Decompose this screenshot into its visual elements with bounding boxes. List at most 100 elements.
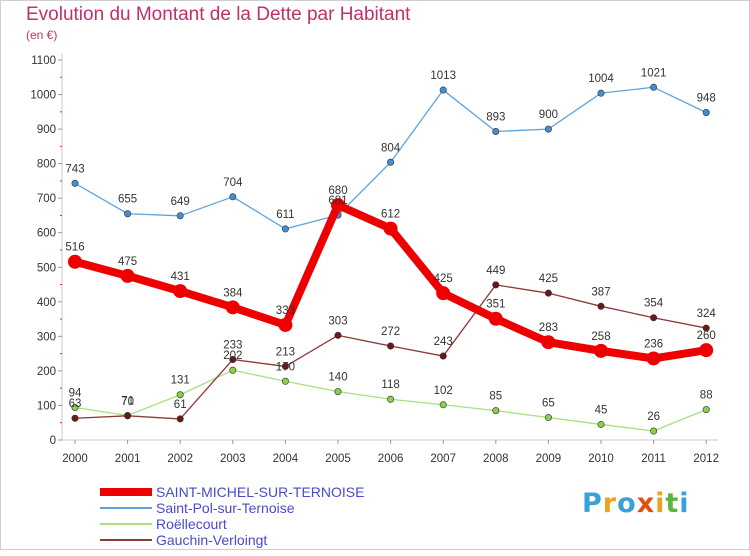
data-point [439,401,447,409]
data-label: 425 [434,273,453,285]
logo-letter: P [582,488,603,519]
x-tick-label: 2010 [588,453,614,465]
x-tick-label: 2004 [273,453,299,465]
data-label: 213 [276,346,295,358]
x-tick-label: 2011 [641,453,666,465]
data-label: 140 [328,372,347,384]
logo-letter: x [636,488,656,519]
proxiti-logo: Proxiti [582,488,690,519]
data-point [383,221,398,236]
legend-swatch [100,523,152,525]
legend-swatch [100,488,152,496]
logo-letter: t [665,488,680,519]
data-point [699,343,714,358]
data-label: 63 [69,398,82,410]
data-point [702,406,710,414]
data-point [702,324,710,332]
data-point [597,420,605,428]
data-label: 611 [276,209,294,221]
data-point [176,415,184,423]
data-point [387,395,395,403]
data-label: 893 [486,112,505,124]
data-label: 681 [328,195,347,207]
data-label: 102 [434,385,453,397]
data-label: 236 [644,338,663,350]
data-point [439,86,447,94]
data-label: 303 [328,315,347,327]
data-point [646,351,661,366]
data-label: 258 [591,331,610,343]
data-label: 118 [381,379,399,391]
data-label: 704 [223,177,243,189]
data-label: 1013 [430,70,456,82]
y-tick-label: 100 [37,400,56,412]
x-tick-label: 2000 [62,453,88,465]
data-label: 900 [539,109,558,121]
data-label: 612 [381,209,400,221]
data-label: 202 [223,350,242,362]
data-label: 1021 [641,67,667,79]
y-tick-label: 800 [37,159,56,171]
x-tick-label: 2002 [167,453,193,465]
y-tick-label: 200 [37,366,56,378]
data-label: 45 [595,404,608,416]
data-point [229,193,237,201]
data-point [544,289,552,297]
data-point [71,179,79,187]
legend-label: SAINT-MICHEL-SUR-TERNOISE [156,484,365,500]
y-tick-label: 0 [50,435,56,447]
data-point [597,302,605,310]
data-point [492,281,500,289]
data-label: 71 [121,395,134,407]
data-point [650,427,658,435]
chart-axes: 0 100 200 300 400 500 600 700 800 900 1000 1100 2000… [30,54,719,465]
logo-letter: r [602,488,618,519]
data-label: 387 [591,286,610,298]
data-label: 94 [69,388,82,400]
legend-label: Gauchin-Verloingt [156,532,268,548]
data-point [124,210,132,218]
data-label: 170 [276,361,295,373]
data-point [71,404,79,412]
data-label: 384 [223,287,243,299]
data-label: 243 [434,336,453,348]
data-label: 233 [223,340,242,352]
data-point [229,366,237,374]
data-point [71,414,79,422]
data-label: 449 [486,265,505,277]
series-gauchin-verloingt [71,281,710,423]
data-label: 26 [647,411,660,423]
data-label: 351 [486,299,505,311]
data-point [124,412,132,420]
y-tick-label: 400 [37,297,56,309]
logo-letter: i [679,488,690,519]
data-label: 516 [65,242,84,254]
legend-label: Saint-Pol-sur-Ternoise [156,500,295,516]
data-point [650,314,658,322]
x-tick-label: 2012 [693,453,719,465]
logo-letter: o [617,488,637,519]
data-point [492,407,500,415]
data-label: 431 [171,271,190,283]
data-point [281,225,289,233]
x-tick-label: 2001 [115,453,141,465]
data-point [281,377,289,385]
data-point [334,331,342,339]
data-label: 475 [118,256,137,268]
y-tick-label: 600 [37,228,56,240]
chart-unit-label: (en €) [26,28,58,42]
data-label: 743 [65,163,84,175]
x-tick-label: 2005 [325,453,351,465]
x-tick-label: 2007 [430,453,456,465]
data-label: 88 [700,390,713,402]
data-point [594,343,608,358]
y-tick-label: 1000 [30,90,56,102]
data-point [387,342,395,350]
data-label: 85 [489,391,502,403]
y-tick-label: 300 [37,331,56,343]
data-point [436,286,451,301]
data-point [439,352,447,360]
data-point [173,284,188,299]
data-label: 680 [328,185,347,197]
series-saint-michel-sur-ternoise [68,198,714,366]
